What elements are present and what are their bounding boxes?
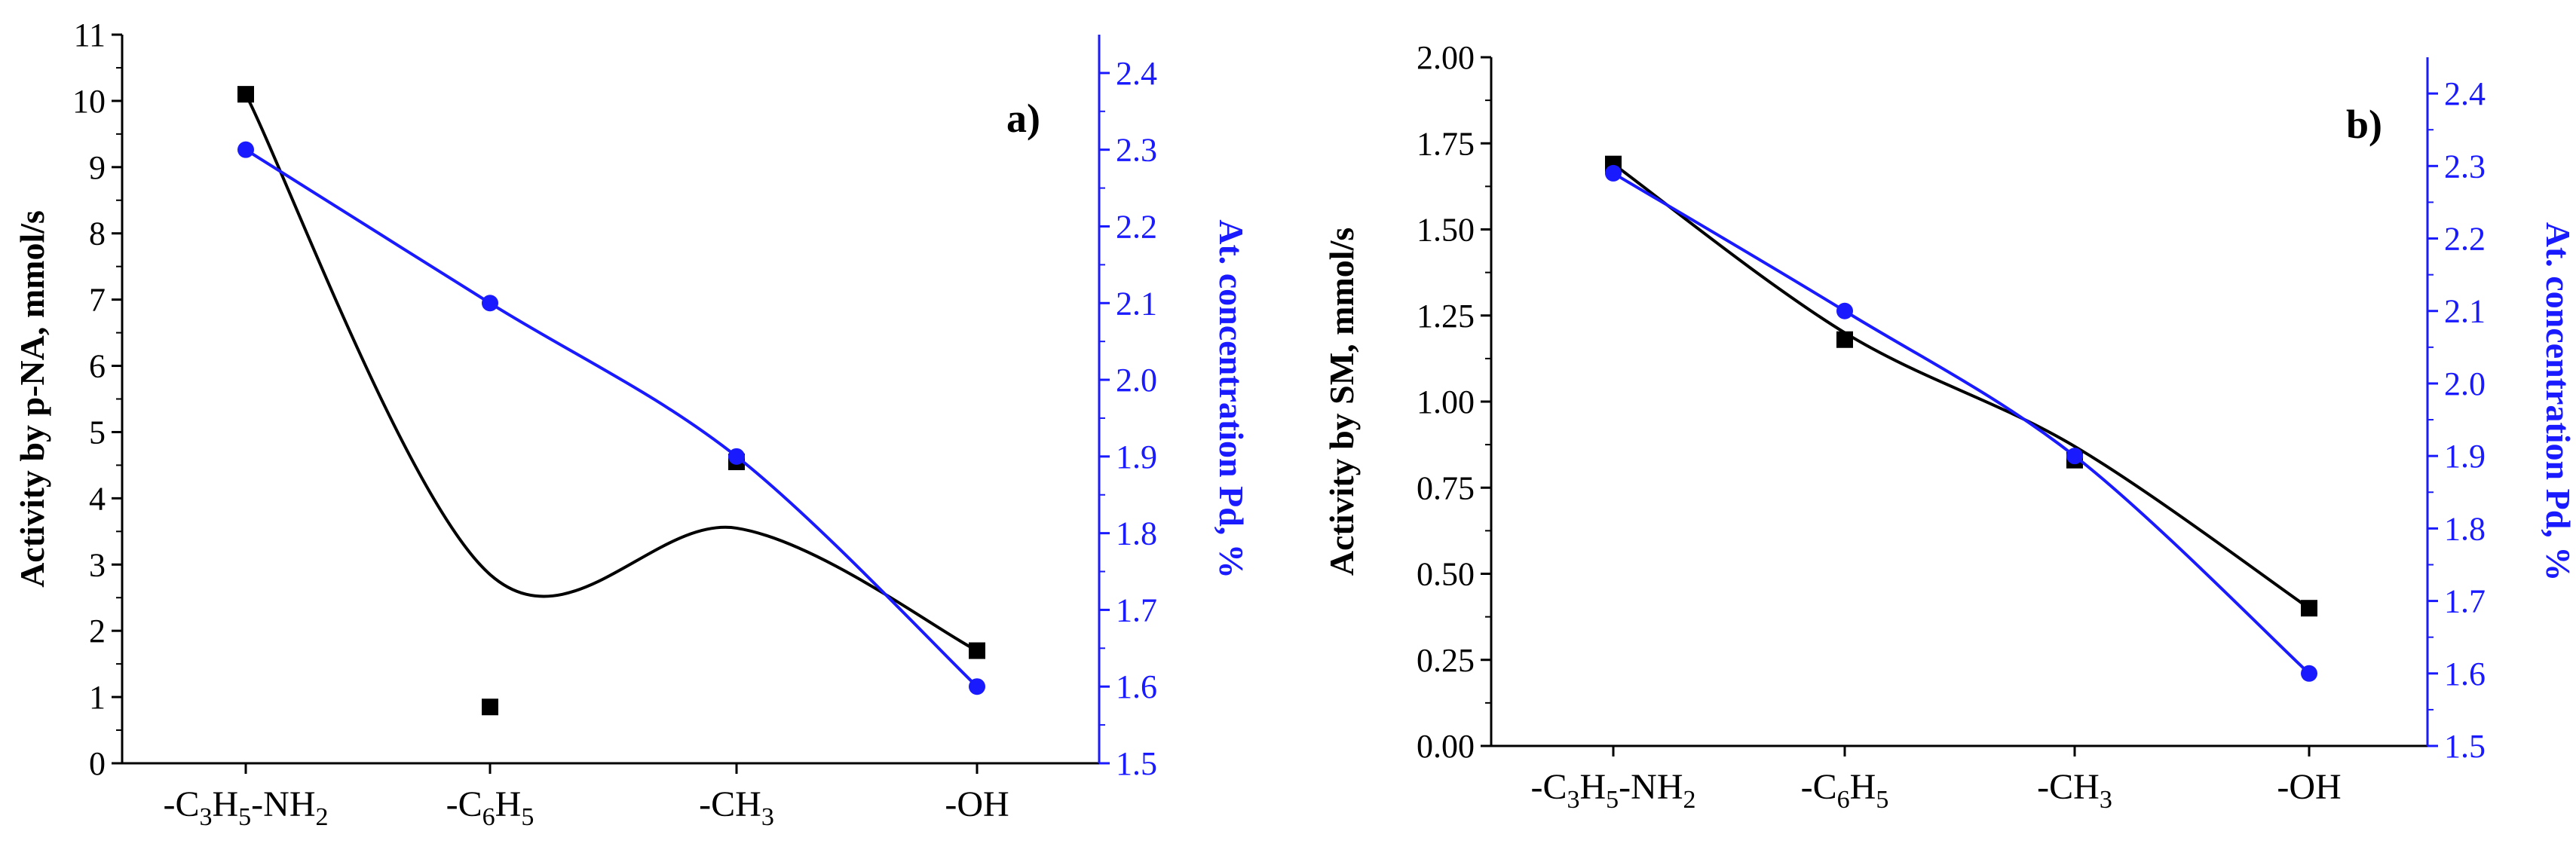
y-tick-label: 2.00 [1417, 39, 1475, 76]
x-tick-label: -C6H5 [446, 784, 534, 831]
y-tick-label: 0.25 [1417, 642, 1475, 679]
y2-tick-label: 2.4 [1116, 55, 1157, 92]
x-tick-label: -C3H5-NH2 [1531, 767, 1696, 814]
y2-tick-label: 1.9 [1116, 439, 1157, 475]
y-tick-label: 3 [89, 546, 106, 583]
y2-tick-label: 2.2 [2444, 221, 2486, 258]
y2-tick-label: 2.3 [1116, 132, 1157, 169]
y-tick-label: 0.50 [1417, 556, 1475, 593]
y-tick-label: 0.75 [1417, 469, 1475, 506]
x-tick-label: -CH3 [2037, 767, 2112, 814]
y2-tick-label: 2.4 [2444, 75, 2486, 112]
data-point-pd [1836, 302, 1853, 319]
series-line-pd [1612, 172, 2311, 675]
y-axis-label: Activity by SM, mmol/s [1322, 228, 1361, 576]
chart-panel-b: 0.00 0.25 0.50 0.75 1.00 1.25 1.50 1.75 2.00 1.5 1… [1322, 39, 2576, 814]
data-point-pd [728, 448, 745, 465]
y2-tick-label: 2.2 [1116, 208, 1157, 245]
series-line-pd [244, 148, 979, 688]
y2-tick-label: 1.8 [2444, 510, 2486, 547]
x-tick-label: -OH [945, 784, 1009, 824]
y-tick-label: 1 [89, 679, 106, 716]
y2-axis-label: At. concentration Pd, % [2539, 222, 2576, 582]
y-axis-label: Activity by p-NA, mmol/s [13, 210, 51, 588]
data-point-pd [2066, 448, 2083, 465]
y2-tick-label: 1.6 [1116, 668, 1157, 705]
x-tick-label: -CH3 [699, 784, 774, 831]
y-tick-label: 11 [74, 17, 106, 53]
y-tick-label: 1.25 [1417, 298, 1475, 335]
y2-tick-label: 2.3 [2444, 148, 2486, 185]
y2-tick-label: 1.8 [1116, 515, 1157, 552]
y-tick-label: 5 [89, 414, 106, 451]
y-tick-label: 2 [89, 613, 106, 649]
data-point-pd [482, 295, 498, 312]
panel-label: b) [2346, 102, 2382, 147]
y2-tick-label: 1.7 [1116, 591, 1157, 628]
data-point-activity [969, 642, 985, 659]
y2-tick-label: 2.0 [2444, 365, 2486, 402]
y-tick-label: 4 [89, 480, 106, 517]
x-tick-label: -C3H5-NH2 [164, 784, 329, 831]
y-tick-label: 6 [89, 348, 106, 385]
data-point-activity [482, 698, 498, 716]
y2-tick-label: 2.0 [1116, 362, 1157, 399]
chart-panel-a: 0 1 2 3 4 5 6 7 8 9 10 11 1.5 1.6 1.7 1.8 1.9 2.0 2.1 2.2 2.… [13, 17, 1251, 831]
panel-label: a) [1006, 96, 1040, 141]
y2-tick-label: 2.1 [1116, 285, 1157, 322]
y-tick-label: 7 [89, 282, 106, 319]
y2-tick-label: 2.1 [2444, 293, 2486, 330]
y-tick-label: 9 [89, 149, 106, 186]
y-tick-label: 8 [89, 215, 106, 252]
data-point-activity [1836, 331, 1853, 348]
y2-axis-label: At. concentration Pd, % [1212, 219, 1251, 579]
data-point-pd [1605, 164, 1622, 182]
y-tick-label: 10 [72, 83, 106, 120]
y-tick-label: 0 [89, 745, 106, 782]
y2-tick-label: 1.5 [1116, 745, 1157, 782]
y-tick-label: 0.00 [1417, 728, 1475, 765]
data-point-pd [2301, 665, 2317, 682]
y2-tick-label: 1.5 [2444, 728, 2486, 765]
data-point-pd [237, 141, 254, 158]
series-line-activity [244, 93, 978, 653]
y2-tick-label: 1.9 [2444, 438, 2486, 475]
x-tick-label: -C6H5 [1801, 767, 1889, 814]
data-point-activity [237, 86, 254, 103]
data-point-pd [969, 678, 985, 695]
y-tick-label: 1.75 [1417, 125, 1475, 162]
y2-tick-label: 1.7 [2444, 583, 2486, 620]
data-point-activity [2301, 600, 2317, 617]
y-tick-label: 1.00 [1417, 384, 1475, 420]
y-tick-label: 1.50 [1417, 212, 1475, 249]
y2-tick-label: 1.6 [2444, 656, 2486, 692]
x-tick-label: -OH [2277, 767, 2341, 807]
series-line-activity [1612, 163, 2311, 610]
